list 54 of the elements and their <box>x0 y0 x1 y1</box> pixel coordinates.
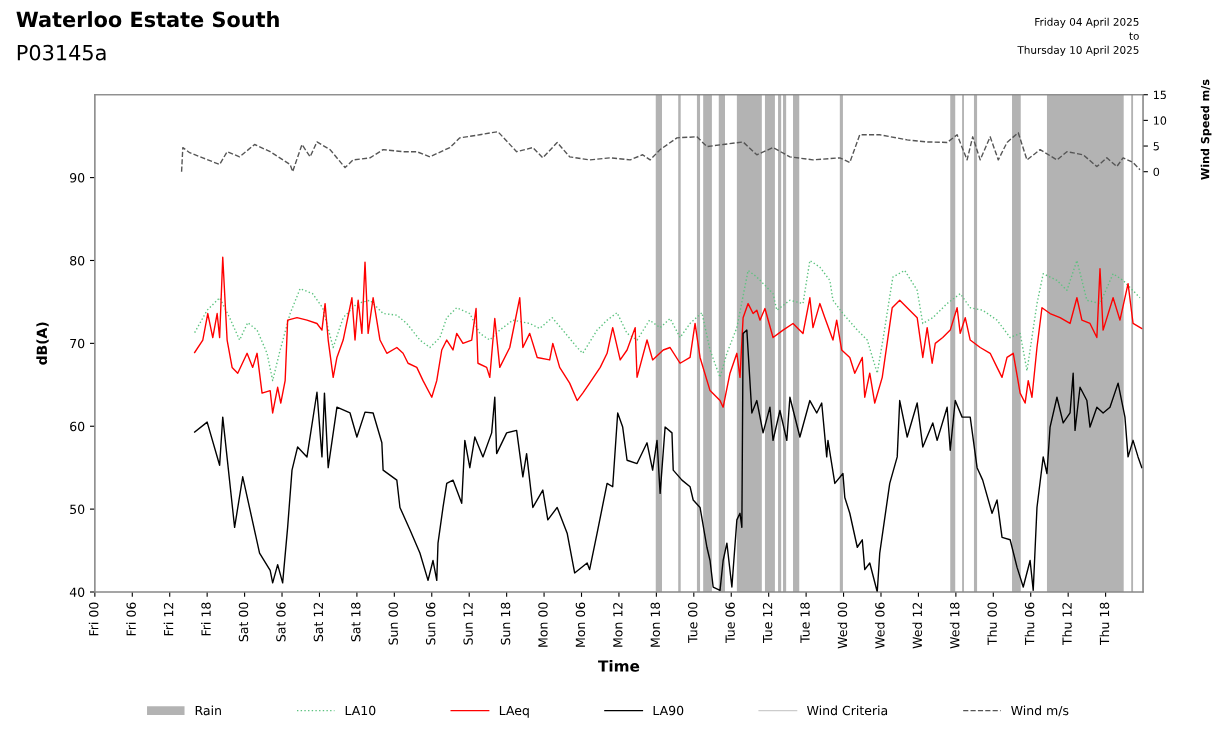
y-tick-label: 80 <box>70 255 85 266</box>
legend-label: LA90 <box>653 705 684 716</box>
x-tick-label: Thu 18 <box>1099 602 1110 646</box>
x-tick-label: Fri 00 <box>88 602 99 636</box>
y-axis-title: dB(A) <box>36 322 49 365</box>
y2-tick-label: 0 <box>1153 167 1160 177</box>
x-tick-label: Tue 06 <box>725 602 735 643</box>
y-tick-label: 40 <box>69 587 85 597</box>
y2-tick-label: 5 <box>1153 142 1159 151</box>
x-tick-label: Sat 12 <box>313 602 324 642</box>
x-tick-label: Thu 00 <box>987 602 997 646</box>
y-tick-label: 90 <box>70 173 85 183</box>
y-tick-label: 70 <box>70 338 85 349</box>
x-tick-label: Mon 06 <box>575 602 586 647</box>
x-tick-label: Thu 12 <box>1062 602 1072 646</box>
x-axis-title: Time <box>598 659 640 672</box>
line-series <box>193 329 1143 592</box>
x-tick-label: Mon 12 <box>613 602 623 647</box>
x-tick-label: Sun 06 <box>425 602 436 645</box>
x-tick-label: Sun 12 <box>463 602 473 645</box>
x-tick-label: Tue 12 <box>762 602 773 643</box>
legend-label: Wind Criteria <box>807 705 888 716</box>
x-tick-label: Fri 18 <box>201 602 211 636</box>
chart-subtitle: P03145a <box>17 44 106 61</box>
line-series <box>193 256 1143 414</box>
chart-title: Waterloo Estate South <box>16 11 279 28</box>
x-tick-label: Tue 00 <box>687 602 698 643</box>
y-tick-label: 60 <box>70 421 85 432</box>
y-tick-label: 50 <box>70 504 85 515</box>
x-tick-label: Tue 18 <box>800 602 810 643</box>
x-tick-label: Wed 00 <box>837 602 848 649</box>
x-tick-label: Fri 06 <box>126 602 136 636</box>
x-tick-label: Sat 00 <box>238 602 249 642</box>
y2-tick-label: 15 <box>1153 90 1166 100</box>
legend-label: Rain <box>195 705 221 716</box>
x-tick-label: Wed 06 <box>874 602 885 649</box>
x-tick-label: Mon 00 <box>538 602 548 647</box>
x-tick-label: Fri 12 <box>163 602 174 636</box>
line-series <box>193 259 1141 382</box>
x-tick-label: Sat 06 <box>276 602 286 642</box>
legend-label: LA10 <box>345 705 376 716</box>
x-tick-label: Sun 00 <box>388 602 398 645</box>
x-tick-label: Mon 18 <box>650 602 661 647</box>
legend-label: Wind m/s <box>1011 705 1069 717</box>
line-series <box>180 130 1141 173</box>
y2-tick-label: 10 <box>1153 116 1167 125</box>
x-tick-label: Thu 06 <box>1024 602 1035 646</box>
x-tick-label: Wed 12 <box>912 602 923 649</box>
x-tick-label: Sun 18 <box>500 602 511 645</box>
y2-axis-title: Wind Speed m/s <box>1200 79 1212 180</box>
x-tick-label: Wed 18 <box>949 602 960 649</box>
text: Friday 04 April 2025 to Thursday 10 April 2025 <box>1017 17 1139 56</box>
legend-label: LAeq <box>499 705 529 718</box>
x-tick-label: Sat 18 <box>351 602 361 642</box>
